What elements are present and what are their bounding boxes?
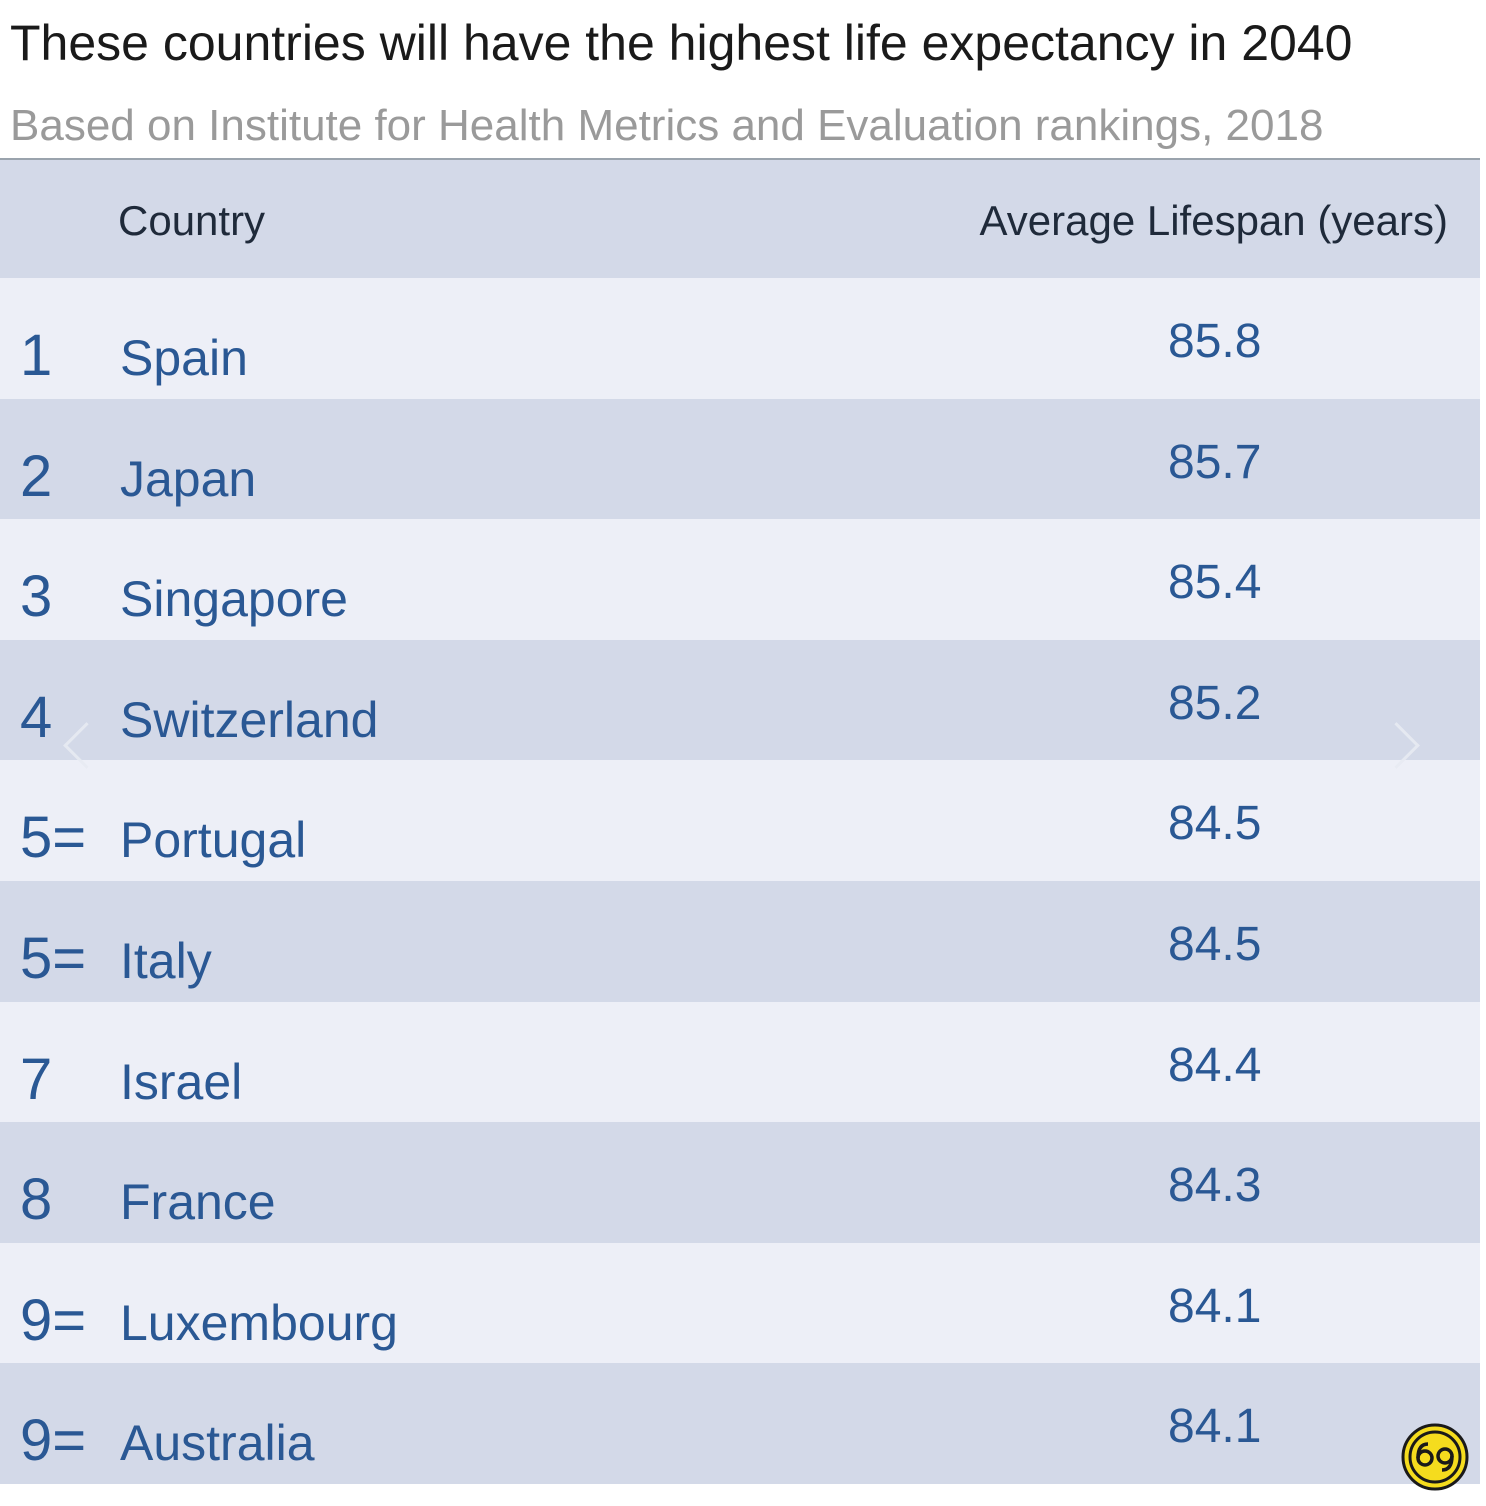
rank-cell: 3	[20, 564, 53, 630]
rank-cell: 1	[20, 323, 53, 388]
country-cell: Spain	[120, 330, 248, 386]
table-row: 5= Portugal 84.5	[0, 760, 1480, 881]
rank-cell: 9=	[20, 1287, 87, 1353]
table-row: 3 Singapore 85.4	[0, 519, 1480, 640]
country-cell: Australia	[120, 1415, 315, 1472]
lifespan-cell: 85.4	[1168, 556, 1262, 610]
watermark-logo-icon	[1401, 1423, 1469, 1491]
rank-cell: 5=	[20, 805, 87, 871]
lifespan-cell: 84.1	[1168, 1279, 1262, 1333]
rank-cell: 4	[20, 684, 53, 750]
table-header-row: Country Average Lifespan (years)	[0, 160, 1480, 278]
lifespan-cell: 84.4	[1168, 1038, 1262, 1092]
country-cell: Luxembourg	[120, 1294, 398, 1351]
table-row: 5= Italy 84.5	[0, 880, 1480, 1002]
table-row: 8 France 84.3	[0, 1122, 1480, 1243]
ranking-table: Country Average Lifespan (years) 1 Spain…	[0, 160, 1480, 1484]
table-row: 4 Switzerland 85.2	[0, 639, 1480, 761]
country-cell: Switzerland	[120, 691, 379, 748]
country-cell: Israel	[120, 1053, 243, 1110]
table-row: 7 Israel 84.4	[0, 1001, 1480, 1123]
column-header-lifespan: Average Lifespan (years)	[979, 197, 1448, 244]
column-header-country: Country	[118, 197, 266, 244]
lifespan-cell: 85.7	[1168, 435, 1262, 489]
lifespan-cell: 85.2	[1168, 676, 1262, 730]
table-row: 9= Australia 84.1	[0, 1363, 1480, 1484]
country-cell: Italy	[120, 932, 212, 989]
country-cell: Japan	[120, 450, 257, 507]
lifespan-cell: 84.5	[1168, 917, 1262, 971]
table-row: 1 Spain 85.8	[0, 278, 1480, 399]
table-row: 2 Japan 85.7	[0, 398, 1480, 520]
country-cell: Portugal	[120, 812, 307, 869]
page-title: These countries will have the highest li…	[10, 15, 1353, 71]
lifespan-cell: 85.8	[1168, 315, 1262, 368]
lifespan-cell: 84.3	[1168, 1159, 1262, 1213]
rank-cell: 2	[20, 443, 53, 509]
country-cell: Singapore	[120, 571, 348, 628]
page-subtitle: Based on Institute for Health Metrics an…	[10, 101, 1324, 150]
table-row: 9= Luxembourg 84.1	[0, 1242, 1480, 1364]
rank-cell: 9=	[20, 1408, 87, 1474]
country-cell: France	[120, 1174, 276, 1231]
lifespan-cell: 84.1	[1168, 1400, 1262, 1454]
rank-cell: 8	[20, 1167, 53, 1233]
lifespan-cell: 84.5	[1168, 797, 1262, 851]
title-divider	[0, 158, 1480, 160]
rank-cell: 5=	[20, 925, 87, 991]
rank-cell: 7	[20, 1046, 53, 1112]
